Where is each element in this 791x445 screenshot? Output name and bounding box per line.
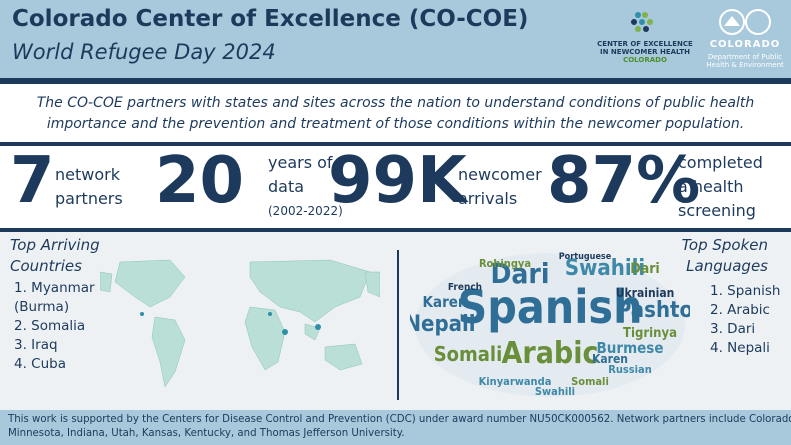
- cloud-word: Nepali: [410, 312, 476, 337]
- stat-label: data: [268, 177, 305, 196]
- intro-text: importance and the prevention and treatm…: [46, 116, 745, 132]
- stat-label: (2002-2022): [268, 204, 343, 218]
- cloud-word: Kinyarwanda: [479, 375, 552, 388]
- country-item: 2. Somalia: [14, 318, 86, 334]
- country-item: 4. Cuba: [14, 356, 66, 372]
- rule: [0, 142, 791, 146]
- country-item: 3. Iraq: [14, 337, 58, 353]
- stat-number: 7: [10, 144, 55, 218]
- language-item: 4. Nepali: [710, 340, 770, 356]
- cloud-word: Pashto: [617, 298, 690, 323]
- stat-label: a health: [678, 177, 744, 196]
- cloud-word: Swahili: [565, 256, 645, 281]
- logo-text: CENTER OF EXCELLENCE: [597, 40, 693, 48]
- stat-number: 87%: [547, 144, 701, 218]
- rule: [0, 78, 791, 84]
- cloud-word: Rohingya: [479, 257, 531, 270]
- logo-text: Department of Public: [707, 53, 783, 61]
- intro-band: [0, 84, 791, 142]
- footer: [0, 410, 791, 445]
- cloud-word: Ukrainian: [616, 286, 675, 300]
- logo-dots: [631, 12, 653, 32]
- cloud-word: Spanish: [457, 280, 642, 334]
- cloud-word: Arabic: [502, 336, 599, 371]
- cloud-word: Russian: [608, 363, 652, 376]
- stat-label: completed: [678, 153, 763, 172]
- cloud-word: French: [448, 282, 482, 293]
- subtitle: World Refugee Day 2024: [12, 40, 276, 64]
- section-title: Top Spoken: [681, 236, 768, 254]
- cloud-word: Portuguese: [559, 252, 612, 262]
- intro-text: The CO-COE partners with states and site…: [36, 95, 755, 111]
- section-title: Languages: [686, 257, 768, 275]
- cloud-word: Burmese: [597, 339, 664, 357]
- logo-text: Health & Environment: [706, 61, 784, 69]
- cloud-word: Dari: [491, 257, 550, 290]
- stat-label: years of: [268, 153, 333, 172]
- stat-label: screening: [678, 201, 756, 220]
- section-title: Countries: [10, 257, 82, 275]
- logo-text: IN NEWCOMER HEALTH: [600, 48, 690, 56]
- stat-label: network: [55, 165, 120, 184]
- language-item: 2. Arabic: [710, 302, 770, 318]
- stat-number: 20: [155, 144, 245, 218]
- stats-band: [0, 146, 791, 228]
- title: Colorado Center of Excellence (CO-COE): [12, 6, 529, 32]
- cloud-word: Karen: [423, 293, 468, 311]
- stat-label: partners: [55, 189, 123, 208]
- cloud-word: Karen: [592, 352, 628, 366]
- world-map: [100, 259, 380, 388]
- section-title: Top Arriving: [10, 236, 100, 254]
- logo-text: COLORADO: [709, 39, 781, 50]
- stat-label: newcomer: [458, 165, 542, 184]
- cloud-word: Tigrinya: [623, 326, 677, 341]
- divider: [397, 250, 399, 400]
- language-item: 3. Dari: [710, 321, 756, 337]
- cloud-word: Somali: [434, 342, 503, 366]
- footer-text: This work is supported by the Centers fo…: [8, 414, 791, 425]
- logo-text: COLORADO: [623, 56, 667, 64]
- country-item: (Burma): [14, 299, 70, 315]
- cloud-word: Dari: [630, 261, 659, 277]
- logo-cdphe: [719, 9, 771, 35]
- cloud-word: Swahili: [535, 385, 575, 398]
- language-item: 1. Spanish: [710, 283, 781, 299]
- country-item: 1. Myanmar: [14, 280, 95, 296]
- rule: [0, 228, 791, 232]
- header: [0, 0, 791, 78]
- stat-number: 99K: [328, 144, 467, 218]
- footer-text: Minnesota, Indiana, Utah, Kansas, Kentuc…: [8, 428, 405, 439]
- stat-label: arrivals: [458, 189, 518, 208]
- cloud-word: Somali: [571, 375, 609, 388]
